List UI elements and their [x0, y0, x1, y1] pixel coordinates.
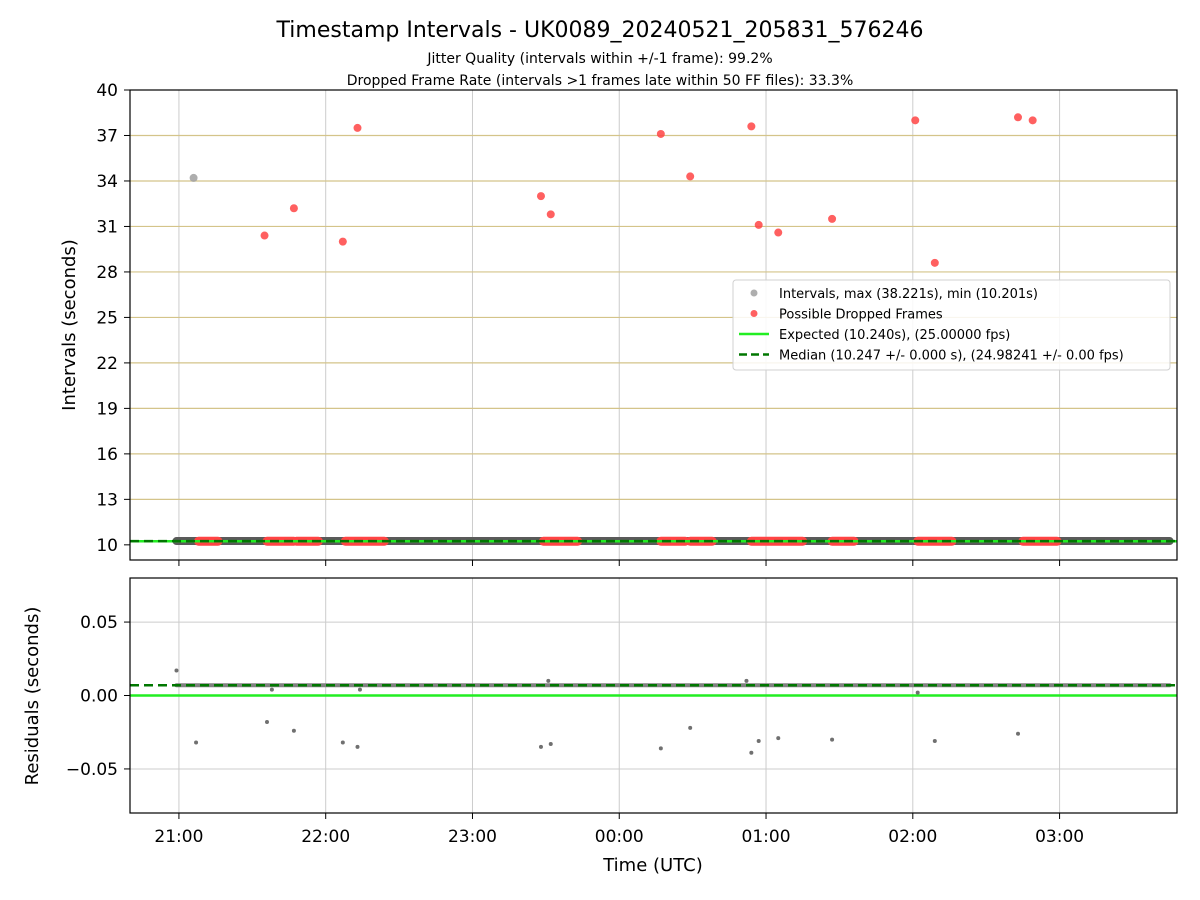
dropped-frame-point	[1028, 116, 1037, 125]
residual-point	[776, 736, 781, 741]
residual-point	[538, 744, 543, 749]
top-y-tick-label: 37	[96, 126, 118, 146]
chart-subtitle-jitter: Jitter Quality (intervals within +/-1 fr…	[426, 51, 772, 67]
residual-point	[546, 678, 551, 683]
dropped-frame-point	[828, 214, 837, 223]
residual-point	[548, 741, 553, 746]
top-y-axis-label: Intervals (seconds)	[59, 239, 80, 411]
dropped-frame-point	[260, 231, 269, 240]
residual-point	[194, 740, 199, 745]
dropped-frame-point	[546, 210, 555, 219]
bottom-y-tick-label: 0.05	[80, 613, 118, 633]
chart-title: Timestamp Intervals - UK0089_20240521_20…	[276, 18, 924, 43]
legend-box	[732, 279, 1171, 371]
x-tick-label: 03:00	[1035, 827, 1084, 847]
residual-point	[291, 728, 296, 733]
dropped-frame-point	[656, 129, 665, 138]
top-y-tick-label: 40	[96, 81, 118, 101]
legend-marker	[750, 289, 758, 297]
top-y-tick-label: 19	[96, 399, 118, 419]
dropped-frame-point	[338, 237, 347, 246]
residual-point	[744, 678, 749, 683]
residual-point	[355, 744, 360, 749]
dropped-frame-point	[536, 192, 545, 201]
x-tick-label: 23:00	[448, 827, 497, 847]
residual-point	[174, 668, 179, 673]
x-tick-label: 01:00	[742, 827, 791, 847]
residual-point	[1015, 731, 1020, 736]
residual-point	[688, 725, 693, 730]
residual-point	[357, 687, 362, 692]
x-tick-label: 21:00	[154, 827, 203, 847]
residual-point	[932, 739, 937, 744]
x-tick-label: 00:00	[595, 827, 644, 847]
legend-marker	[750, 310, 758, 317]
dropped-frame-point	[289, 204, 298, 213]
residual-point	[756, 739, 761, 744]
legend-label: Expected (10.240s), (25.00000 fps)	[779, 328, 1010, 343]
top-y-tick-label: 31	[96, 217, 118, 237]
residual-point	[830, 737, 835, 742]
dropped-frame-point	[353, 123, 362, 132]
interval-point	[189, 173, 198, 182]
legend-label: Intervals, max (38.221s), min (10.201s)	[779, 287, 1038, 302]
top-y-tick-label: 10	[96, 536, 118, 556]
residual-point	[340, 740, 345, 745]
dropped-frame-point	[911, 116, 920, 125]
legend-label: Median (10.247 +/- 0.000 s), (24.98241 +…	[779, 349, 1124, 364]
residual-point	[658, 746, 663, 751]
dropped-frame-point	[930, 258, 939, 267]
top-y-tick-label: 22	[96, 354, 118, 374]
residual-point	[915, 690, 920, 695]
dropped-frame-point	[754, 220, 763, 229]
bottom-y-axis-label: Residuals (seconds)	[22, 607, 43, 786]
dropped-frame-point	[774, 228, 783, 237]
x-axis-label: Time (UTC)	[602, 855, 703, 876]
bottom-panel: −0.05 0.00 0.05 21:00 22:00 23:00 00:00 01:00 02…	[66, 577, 1178, 847]
top-axes-frame	[129, 89, 1178, 561]
top-y-tick-label: 16	[96, 445, 118, 465]
top-y-tick-label: 13	[96, 490, 118, 510]
chart-subtitle-dropped: Dropped Frame Rate (intervals >1 frames …	[347, 73, 854, 89]
residual-point	[269, 687, 274, 692]
bottom-y-tick-label: −0.05	[66, 760, 118, 780]
dropped-frame-point	[747, 122, 756, 131]
legend-label: Possible Dropped Frames	[779, 308, 943, 323]
bottom-axes-frame	[129, 577, 1178, 814]
dropped-frame-point	[1013, 113, 1022, 122]
legend: Intervals, max (38.221s), min (10.201s) P…	[732, 279, 1171, 371]
bottom-y-tick-label: 0.00	[80, 687, 118, 707]
residual-point	[264, 719, 269, 724]
dropped-frame-point	[686, 172, 695, 181]
residual-point	[749, 750, 754, 755]
top-y-tick-label: 25	[96, 308, 118, 328]
x-tick-label: 02:00	[888, 827, 937, 847]
x-tick-label: 22:00	[301, 827, 350, 847]
top-panel: 10 13 16 19 22 25 28 31 34 37 40	[96, 81, 1178, 566]
top-y-tick-label: 34	[96, 172, 118, 192]
top-y-tick-label: 28	[96, 263, 118, 283]
